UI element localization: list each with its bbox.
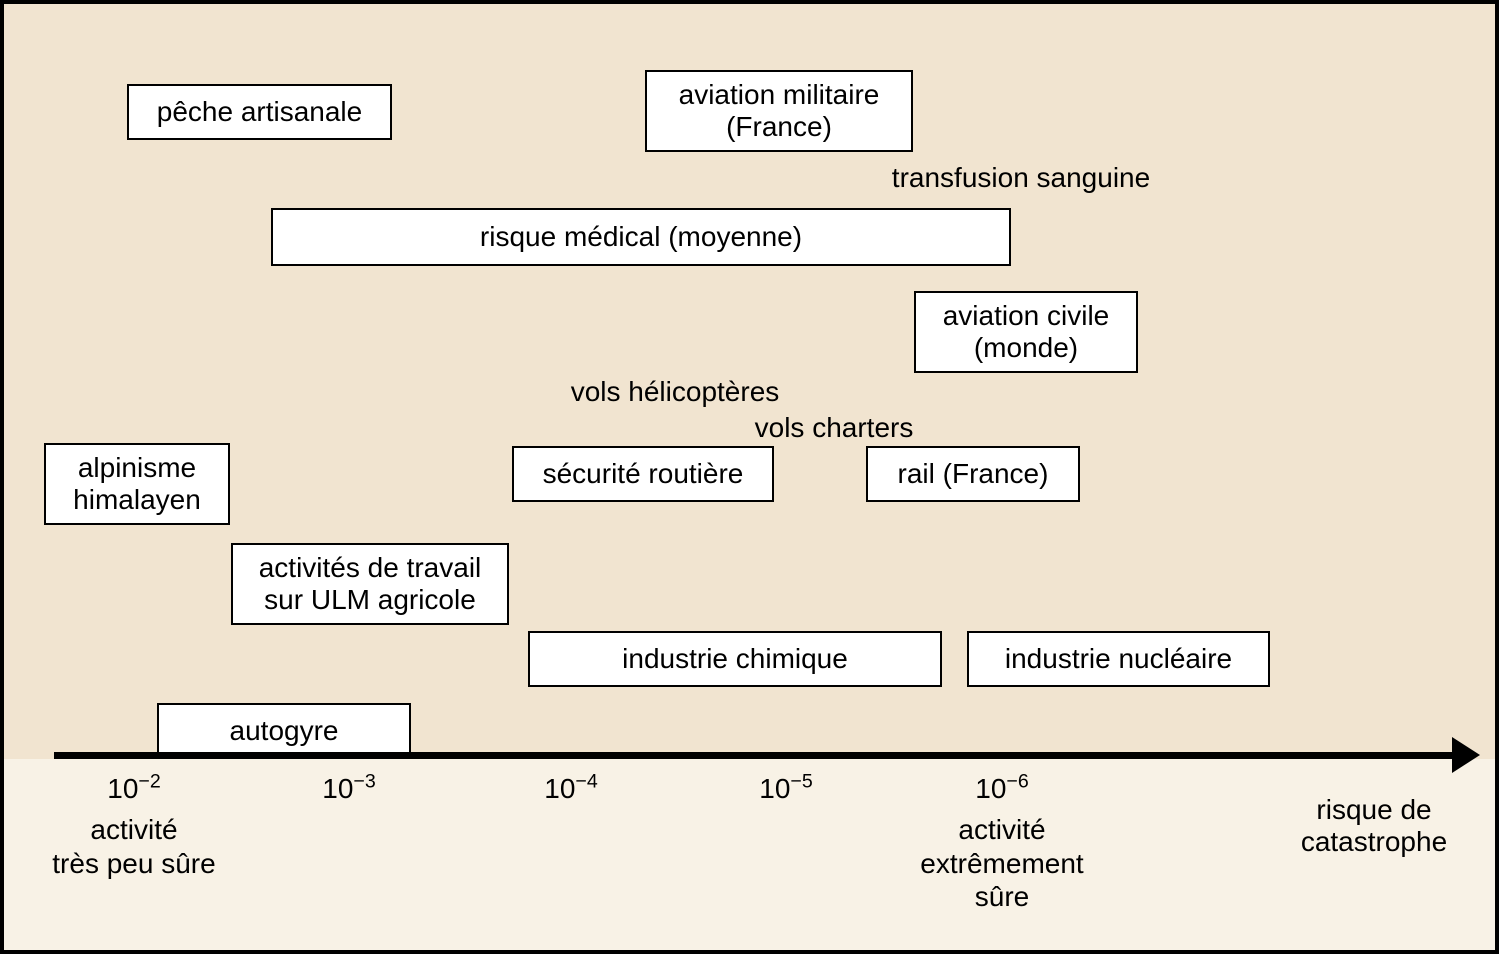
axis-tick-0: 10−2 — [74, 773, 194, 805]
axis-tick-4: 10−6 — [942, 773, 1062, 805]
label-charters: vols charters — [734, 412, 934, 444]
axis-right-label: risque de catastrophe — [1274, 794, 1474, 858]
box-ulm: activités de travail sur ULM agricole — [231, 543, 509, 625]
axis-line — [54, 752, 1454, 759]
box-nucleaire: industrie nucléaire — [967, 631, 1270, 687]
axis-arrowhead — [1452, 737, 1480, 773]
box-chimique: industrie chimique — [528, 631, 942, 687]
axis-tick-desc-0: activité très peu sûre — [14, 813, 254, 880]
box-aviation-militaire: aviation militaire (France) — [645, 70, 913, 152]
box-rail: rail (France) — [866, 446, 1080, 502]
label-helicopteres: vols hélicoptères — [545, 376, 805, 408]
axis-tick-1: 10−3 — [289, 773, 409, 805]
box-aviation-civile: aviation civile (monde) — [914, 291, 1138, 373]
box-alpinisme: alpinisme himalayen — [44, 443, 230, 525]
box-securite-routiere: sécurité routière — [512, 446, 774, 502]
diagram-canvas: pêche artisanale aviation militaire (Fran… — [0, 0, 1499, 954]
axis-tick-3: 10−5 — [726, 773, 846, 805]
axis-tick-2: 10−4 — [511, 773, 631, 805]
label-transfusion: transfusion sanguine — [861, 162, 1181, 194]
box-risque-medical: risque médical (moyenne) — [271, 208, 1011, 266]
axis-tick-desc-4: activité extrêmement sûre — [882, 813, 1122, 914]
box-peche: pêche artisanale — [127, 84, 392, 140]
